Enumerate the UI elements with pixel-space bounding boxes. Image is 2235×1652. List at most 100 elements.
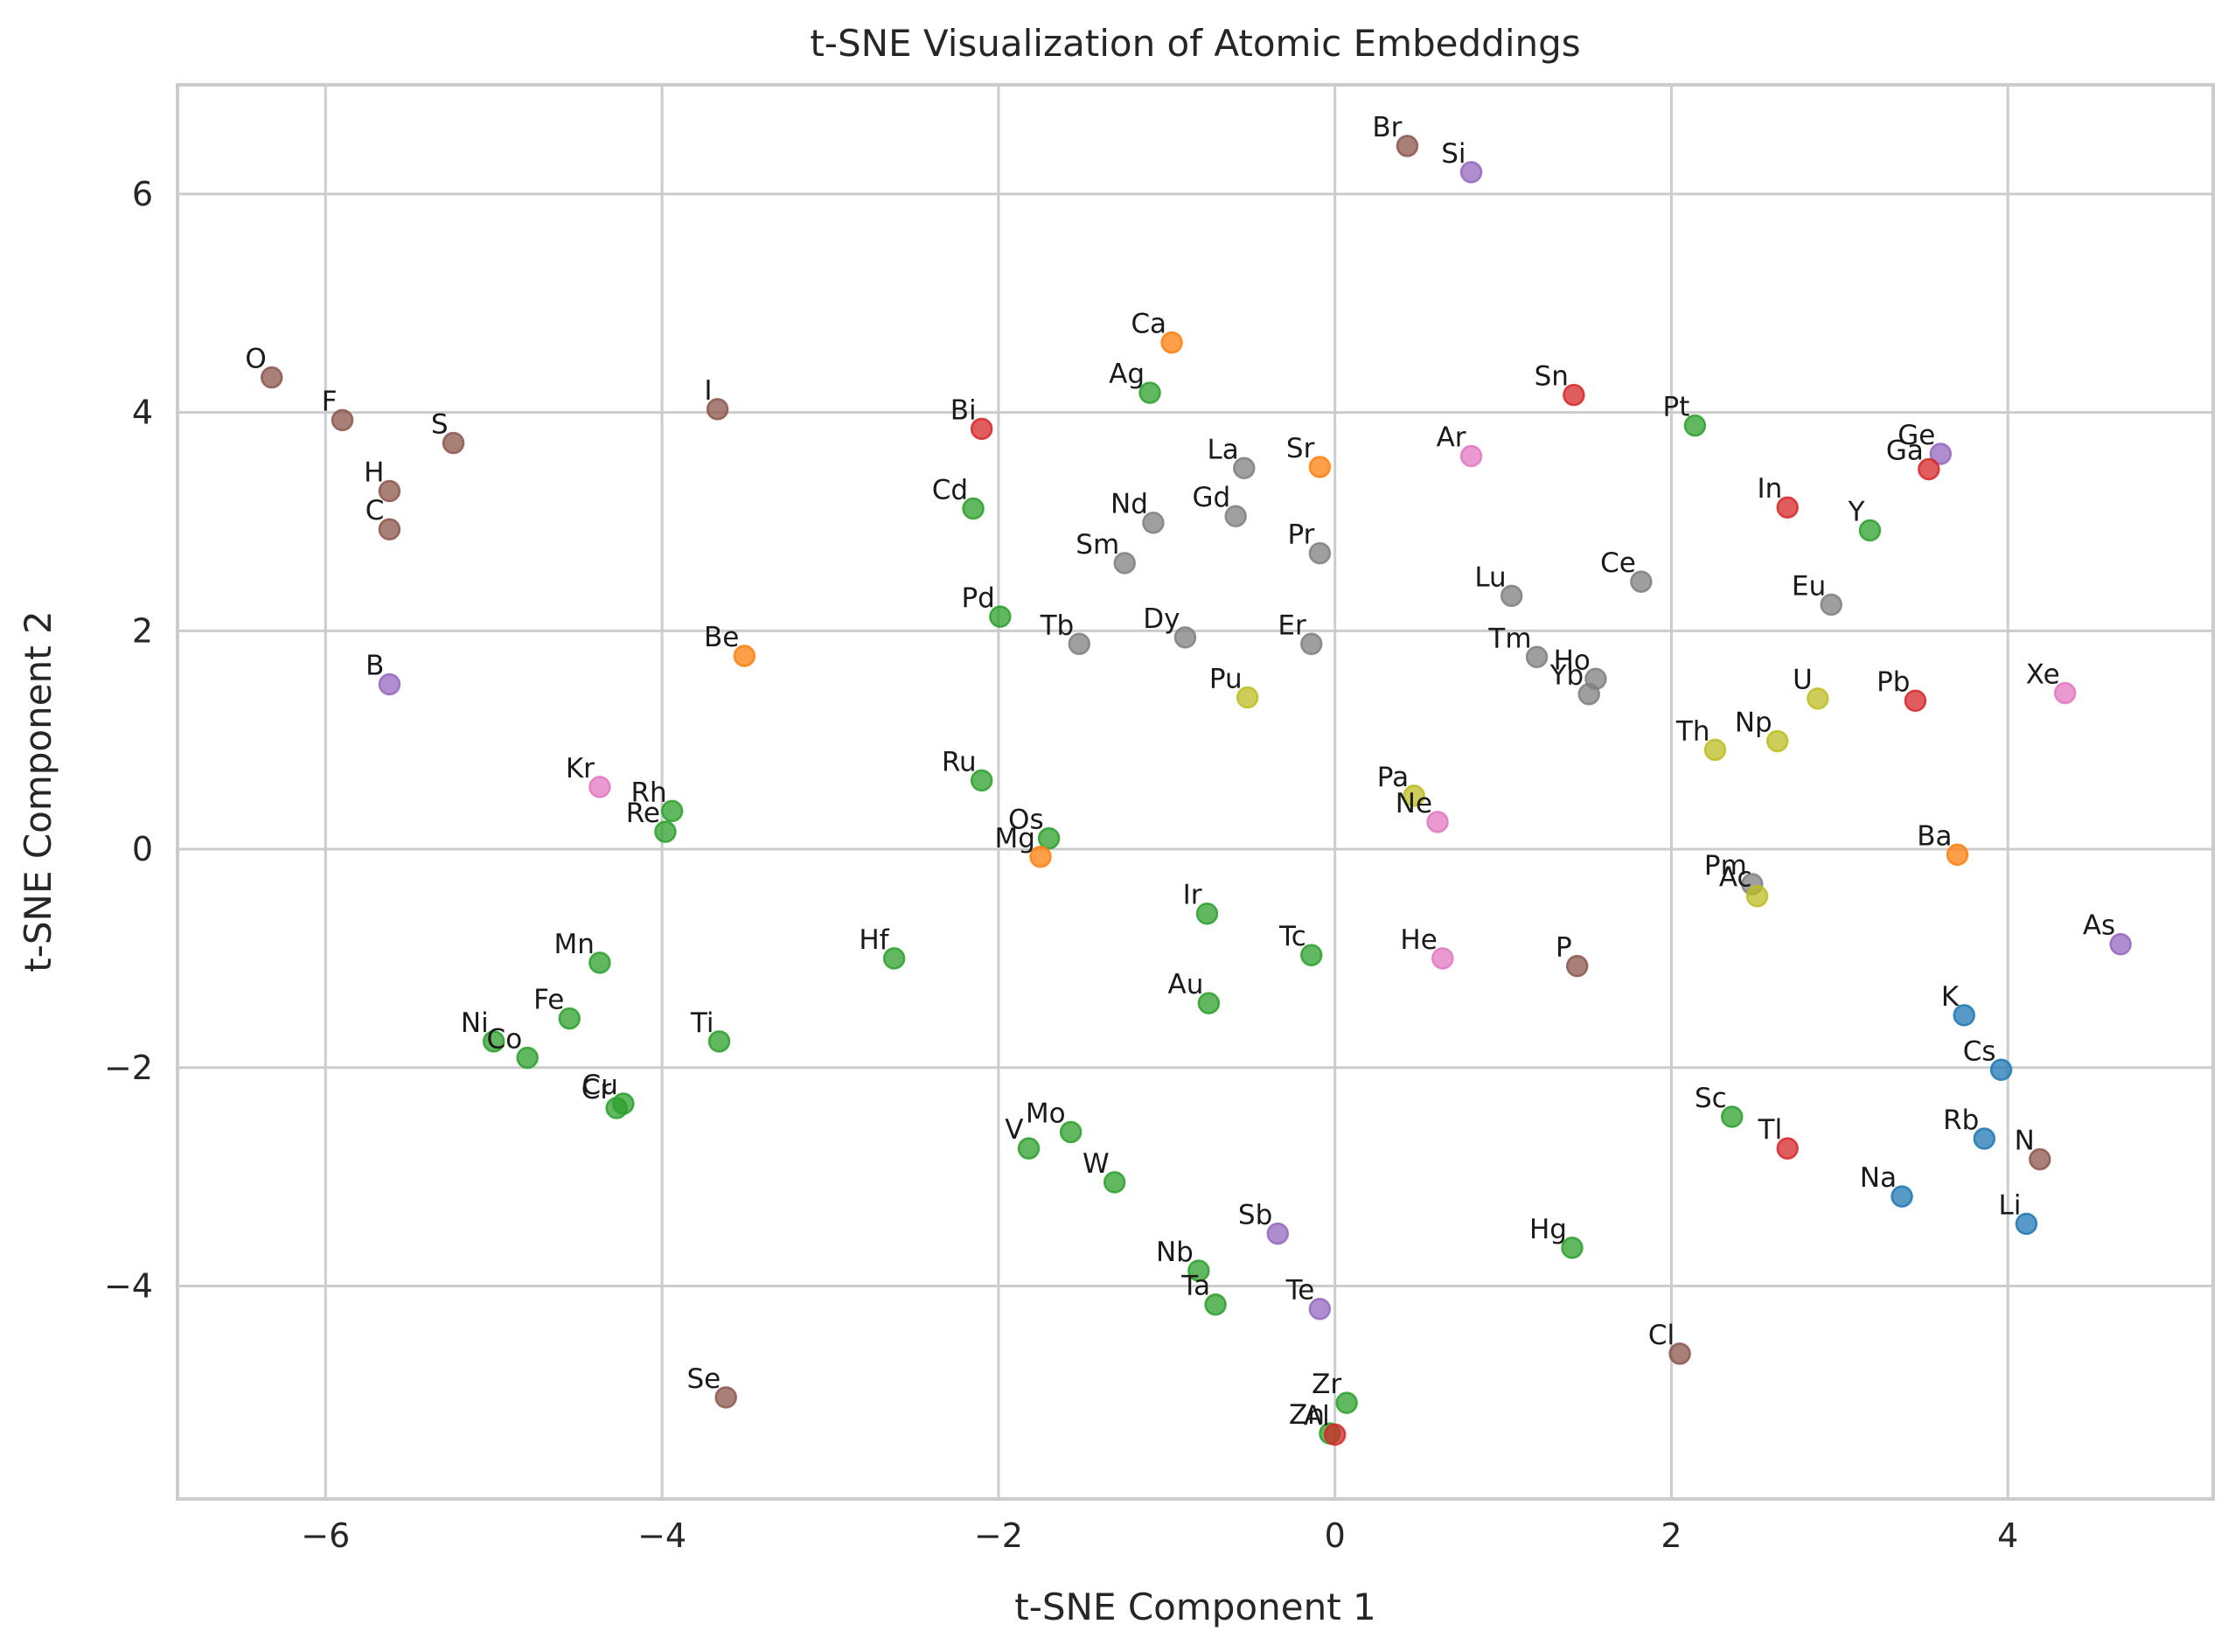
point-label: Te [1285, 1275, 1315, 1307]
data-point-he [1431, 947, 1454, 970]
point-label: La [1208, 434, 1239, 465]
x-tick-label: −6 [301, 1516, 350, 1555]
point-label: Ba [1917, 820, 1952, 852]
x-tick-label: 2 [1661, 1516, 1681, 1555]
x-tick-label: −2 [974, 1516, 1023, 1555]
point-label: C [366, 495, 385, 526]
point-label: Mn [554, 929, 595, 960]
data-point-w [1103, 1171, 1126, 1194]
data-point-p [1565, 954, 1589, 978]
data-point-ru [970, 769, 993, 792]
data-point-mn [588, 951, 611, 974]
data-point-mg [1029, 846, 1052, 868]
x-tick-label: 0 [1325, 1516, 1346, 1555]
data-point-li [2015, 1212, 2038, 1236]
point-label: Ge [1897, 420, 1935, 451]
point-label: Br [1372, 112, 1402, 143]
data-point-au [1197, 992, 1221, 1014]
point-label: Pr [1287, 519, 1314, 551]
data-point-se [714, 1386, 737, 1409]
point-label: Fe [533, 985, 564, 1016]
point-label: Ir [1183, 880, 1202, 911]
data-point-v [1017, 1137, 1041, 1160]
point-label: Gd [1192, 482, 1230, 513]
data-point-ga [1918, 457, 1940, 481]
point-label: F [322, 386, 338, 417]
data-point-na [1890, 1185, 1913, 1208]
data-point-k [1953, 1004, 1976, 1027]
point-label: H [364, 457, 384, 488]
point-label: Os [1008, 805, 1044, 836]
data-point-eu [1820, 593, 1843, 617]
point-label: Mo [1026, 1098, 1066, 1129]
data-point-tb [1068, 632, 1090, 656]
data-point-te [1308, 1297, 1332, 1321]
point-label: Pm [1704, 850, 1747, 882]
point-label: Xe [2026, 659, 2060, 690]
data-point-o [260, 366, 283, 389]
point-label: V [1005, 1114, 1023, 1146]
point-label: Au [1168, 969, 1204, 1000]
data-point-gd [1224, 505, 1247, 527]
data-point-rh [660, 799, 684, 823]
y-tick-label: 0 [132, 830, 153, 868]
x-tick-label: 4 [1997, 1516, 2018, 1555]
y-tick-label: 2 [132, 611, 153, 650]
data-point-xe [2053, 681, 2077, 705]
point-label: Sn [1535, 361, 1569, 393]
point-label: Pb [1876, 666, 1910, 698]
data-point-hf [882, 947, 906, 970]
point-label: Nd [1111, 489, 1148, 520]
data-point-nb [1187, 1259, 1210, 1282]
data-point-pa [1403, 784, 1425, 807]
data-point-pd [989, 605, 1012, 628]
point-label: Si [1441, 138, 1466, 170]
point-label: Th [1675, 715, 1710, 747]
data-point-y [1858, 519, 1882, 542]
data-point-si [1459, 161, 1483, 184]
point-label: P [1556, 932, 1572, 964]
point-label: Mg [995, 823, 1035, 854]
data-point-ca [1160, 331, 1183, 354]
point-label: Ni [461, 1007, 489, 1039]
data-point-sm [1113, 552, 1136, 575]
data-point-al [1323, 1423, 1347, 1446]
data-point-as [2109, 932, 2132, 956]
point-label: Tl [1758, 1114, 1783, 1146]
data-point-yb [1577, 682, 1600, 706]
data-point-b [378, 673, 401, 696]
point-label: Pa [1377, 762, 1409, 793]
point-label: Hg [1529, 1214, 1567, 1245]
point-label: Cd [932, 474, 968, 505]
point-label: Ga [1886, 436, 1924, 467]
data-point-lu [1500, 584, 1523, 608]
data-point-kr [588, 776, 611, 798]
point-label: As [2083, 910, 2115, 942]
data-point-ir [1195, 902, 1219, 925]
data-point-cr [605, 1097, 628, 1119]
data-point-co [516, 1046, 539, 1070]
data-point-ne [1426, 811, 1449, 833]
point-label: K [1941, 981, 1960, 1013]
point-label: W [1083, 1148, 1110, 1180]
data-point-sr [1308, 456, 1332, 478]
data-point-cd [962, 497, 985, 520]
data-point-fe [558, 1007, 581, 1030]
data-point-re [654, 820, 677, 843]
point-label: Ar [1437, 422, 1466, 454]
point-label: Ti [690, 1007, 714, 1039]
data-point-be [733, 645, 756, 667]
point-label: Zr [1312, 1369, 1341, 1400]
data-point-bi [970, 417, 993, 441]
point-label: Ag [1109, 359, 1145, 390]
data-point-ni [482, 1030, 505, 1053]
point-label: Y [1848, 496, 1865, 527]
point-label: Sb [1238, 1200, 1272, 1231]
data-point-tm [1525, 645, 1549, 669]
point-label: Pu [1209, 663, 1243, 694]
point-label: Kr [566, 753, 595, 784]
data-point-mo [1059, 1120, 1083, 1144]
point-label: Ce [1600, 547, 1636, 579]
point-label: Tc [1278, 921, 1306, 952]
plot-area-frame [176, 83, 2215, 1501]
